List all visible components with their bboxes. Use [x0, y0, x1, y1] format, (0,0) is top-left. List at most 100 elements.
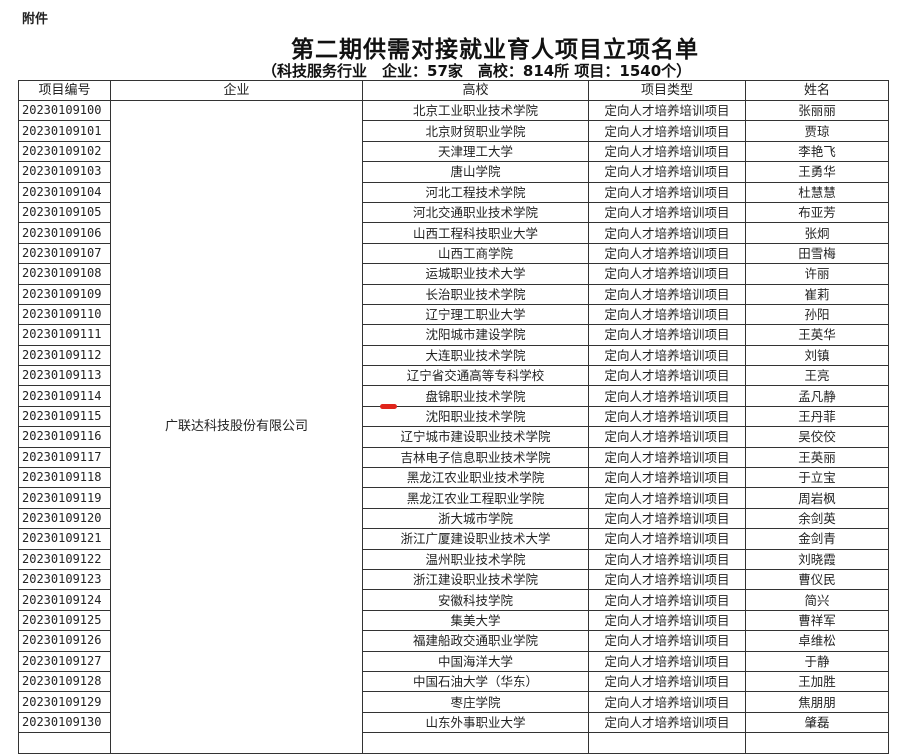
- table-row: 20230109119 黑龙江农业工程职业学院 定向人才培养培训项目 周岩枫: [18, 487, 889, 509]
- project-id-cell: 20230109106: [18, 222, 111, 244]
- person-name-cell: 王丹菲: [745, 405, 889, 428]
- table-row: 20230109130 山东外事职业大学 定向人才培养培训项目 肇磊: [18, 711, 889, 734]
- project-type-cell: 定向人才培养培训项目: [588, 263, 746, 285]
- table-row: 20230109100 广联达科技股份有限公司 北京工业职业技术学院 定向人才培养培训…: [18, 99, 889, 754]
- project-id-cell: 20230109115: [18, 405, 111, 428]
- table-row: 20230109109 长治职业技术学院 定向人才培养培训项目 崔莉: [18, 283, 889, 305]
- header-name: 姓名: [745, 80, 889, 101]
- school-cell: 河北工程技术学院: [362, 181, 589, 203]
- project-id-cell: 20230109126: [18, 630, 111, 652]
- project-id-cell: 20230109112: [18, 344, 111, 367]
- project-type-cell: 定向人才培养培训项目: [588, 568, 746, 591]
- person-name-cell: 刘镇: [745, 344, 889, 367]
- school-cell: 浙江广厦建设职业技术大学: [362, 528, 589, 550]
- project-type-cell: 定向人才培养培训项目: [588, 405, 746, 428]
- project-type-cell: 定向人才培养培训项目: [588, 548, 746, 570]
- school-cell: 黑龙江农业职业技术学院: [362, 467, 589, 489]
- project-id-cell: 20230109127: [18, 650, 111, 672]
- project-type-cell: 定向人才培养培训项目: [588, 446, 746, 469]
- person-name-cell: 崔莉: [745, 283, 889, 305]
- project-type-cell: 定向人才培养培训项目: [588, 630, 746, 652]
- table-row: 20230109105 河北交通职业技术学院 定向人才培养培训项目 布亚芳: [18, 201, 889, 224]
- project-type-cell: 定向人才培养培训项目: [588, 467, 746, 489]
- school-cell: 温州职业技术学院: [362, 548, 589, 570]
- person-name-cell: 布亚芳: [745, 201, 889, 224]
- person-name-cell: 王亮: [745, 365, 889, 387]
- project-type-cell: 定向人才培养培训项目: [588, 324, 746, 346]
- person-name-cell: 于立宝: [745, 467, 889, 489]
- project-id-cell: 20230109116: [18, 426, 111, 448]
- project-type-cell: 定向人才培养培训项目: [588, 344, 746, 367]
- school-cell: 天津理工大学: [362, 140, 589, 163]
- table-row: 20230109123 浙江建设职业技术学院 定向人才培养培训项目 曹仪民: [18, 568, 889, 591]
- empty-cell: [588, 732, 746, 754]
- school-cell: 辽宁省交通高等专科学校: [362, 365, 589, 387]
- table-body: 20230109100 广联达科技股份有限公司 北京工业职业技术学院 定向人才培养培训…: [18, 99, 889, 754]
- table-row: 20230109122 温州职业技术学院 定向人才培养培训项目 刘晓霞: [18, 548, 889, 570]
- project-type-cell: 定向人才培养培训项目: [588, 161, 746, 183]
- empty-cell: [362, 732, 589, 754]
- table-row: 20230109103 唐山学院 定向人才培养培训项目 王勇华: [18, 161, 889, 183]
- project-type-cell: 定向人才培养培训项目: [588, 650, 746, 672]
- school-cell: 河北交通职业技术学院: [362, 201, 589, 224]
- school-cell: 运城职业技术大学: [362, 263, 589, 285]
- project-id-cell: 20230109108: [18, 263, 111, 285]
- project-type-cell: 定向人才培养培训项目: [588, 507, 746, 530]
- person-name-cell: 张炯: [745, 222, 889, 244]
- project-id-cell: 20230109101: [18, 120, 111, 142]
- person-name-cell: 卓维松: [745, 630, 889, 652]
- project-id-cell: 20230109100: [18, 99, 111, 122]
- person-name-cell: 王勇华: [745, 161, 889, 183]
- person-name-cell: 田雪梅: [745, 242, 889, 265]
- project-id-cell: 20230109130: [18, 711, 111, 734]
- table-row: 20230109110 辽宁理工职业大学 定向人才培养培训项目 孙阳: [18, 303, 889, 326]
- project-id-cell: 20230109111: [18, 324, 111, 346]
- project-type-cell: 定向人才培养培训项目: [588, 99, 746, 122]
- person-name-cell: 王英丽: [745, 446, 889, 469]
- person-name-cell: 简兴: [745, 589, 889, 611]
- project-type-cell: 定向人才培养培训项目: [588, 181, 746, 203]
- project-id-cell: 20230109104: [18, 181, 111, 203]
- header-project-type: 项目类型: [588, 80, 746, 101]
- person-name-cell: 杜慧慧: [745, 181, 889, 203]
- school-cell: 福建船政交通职业学院: [362, 630, 589, 652]
- person-name-cell: 孙阳: [745, 303, 889, 326]
- school-cell: 吉林电子信息职业技术学院: [362, 446, 589, 469]
- project-id-cell: 20230109107: [18, 242, 111, 265]
- project-type-cell: 定向人才培养培训项目: [588, 140, 746, 163]
- table-row-cut-off: [18, 732, 889, 754]
- table-row: 20230109125 集美大学 定向人才培养培训项目 曹祥军: [18, 609, 889, 632]
- project-type-cell: 定向人才培养培训项目: [588, 589, 746, 611]
- company-cell: 广联达科技股份有限公司: [110, 100, 363, 754]
- school-cell: 中国石油大学（华东）: [362, 670, 589, 693]
- red-annotation-mark: [380, 404, 397, 409]
- school-cell: 唐山学院: [362, 161, 589, 183]
- project-id-cell: 20230109103: [18, 161, 111, 183]
- school-cell: 盘锦职业技术学院: [362, 385, 589, 407]
- project-id-cell: 20230109129: [18, 691, 111, 713]
- project-type-cell: 定向人才培养培训项目: [588, 487, 746, 509]
- project-id-cell: 20230109122: [18, 548, 111, 570]
- project-id-cell: 20230109117: [18, 446, 111, 469]
- school-cell: 长治职业技术学院: [362, 283, 589, 305]
- project-id-cell: 20230109110: [18, 303, 111, 326]
- person-name-cell: 吴佼佼: [745, 426, 889, 448]
- person-name-cell: 焦朋朋: [745, 691, 889, 713]
- project-id-cell: 20230109109: [18, 283, 111, 305]
- project-type-cell: 定向人才培养培训项目: [588, 120, 746, 142]
- school-cell: 北京工业职业技术学院: [362, 99, 589, 122]
- project-type-cell: 定向人才培养培训项目: [588, 528, 746, 550]
- project-type-cell: 定向人才培养培训项目: [588, 711, 746, 734]
- person-name-cell: 曹祥军: [745, 609, 889, 632]
- school-cell: 辽宁理工职业大学: [362, 303, 589, 326]
- project-id-cell: 20230109120: [18, 507, 111, 530]
- project-id-cell: 20230109114: [18, 385, 111, 407]
- table-row: 20230109127 中国海洋大学 定向人才培养培训项目 于静: [18, 650, 889, 672]
- person-name-cell: 肇磊: [745, 711, 889, 734]
- table-row: 20230109129 枣庄学院 定向人才培养培训项目 焦朋朋: [18, 691, 889, 713]
- person-name-cell: 刘晓霞: [745, 548, 889, 570]
- table-header-row: 项目编号 企业 高校 项目类型 姓名: [18, 80, 889, 101]
- table-row: 20230109112 大连职业技术学院 定向人才培养培训项目 刘镇: [18, 344, 889, 367]
- page-subtitle: （科技服务行业 企业：57家 高校：814所 项目：1540个）: [262, 62, 692, 80]
- table-row: 20230109117 吉林电子信息职业技术学院 定向人才培养培训项目 王英丽: [18, 446, 889, 469]
